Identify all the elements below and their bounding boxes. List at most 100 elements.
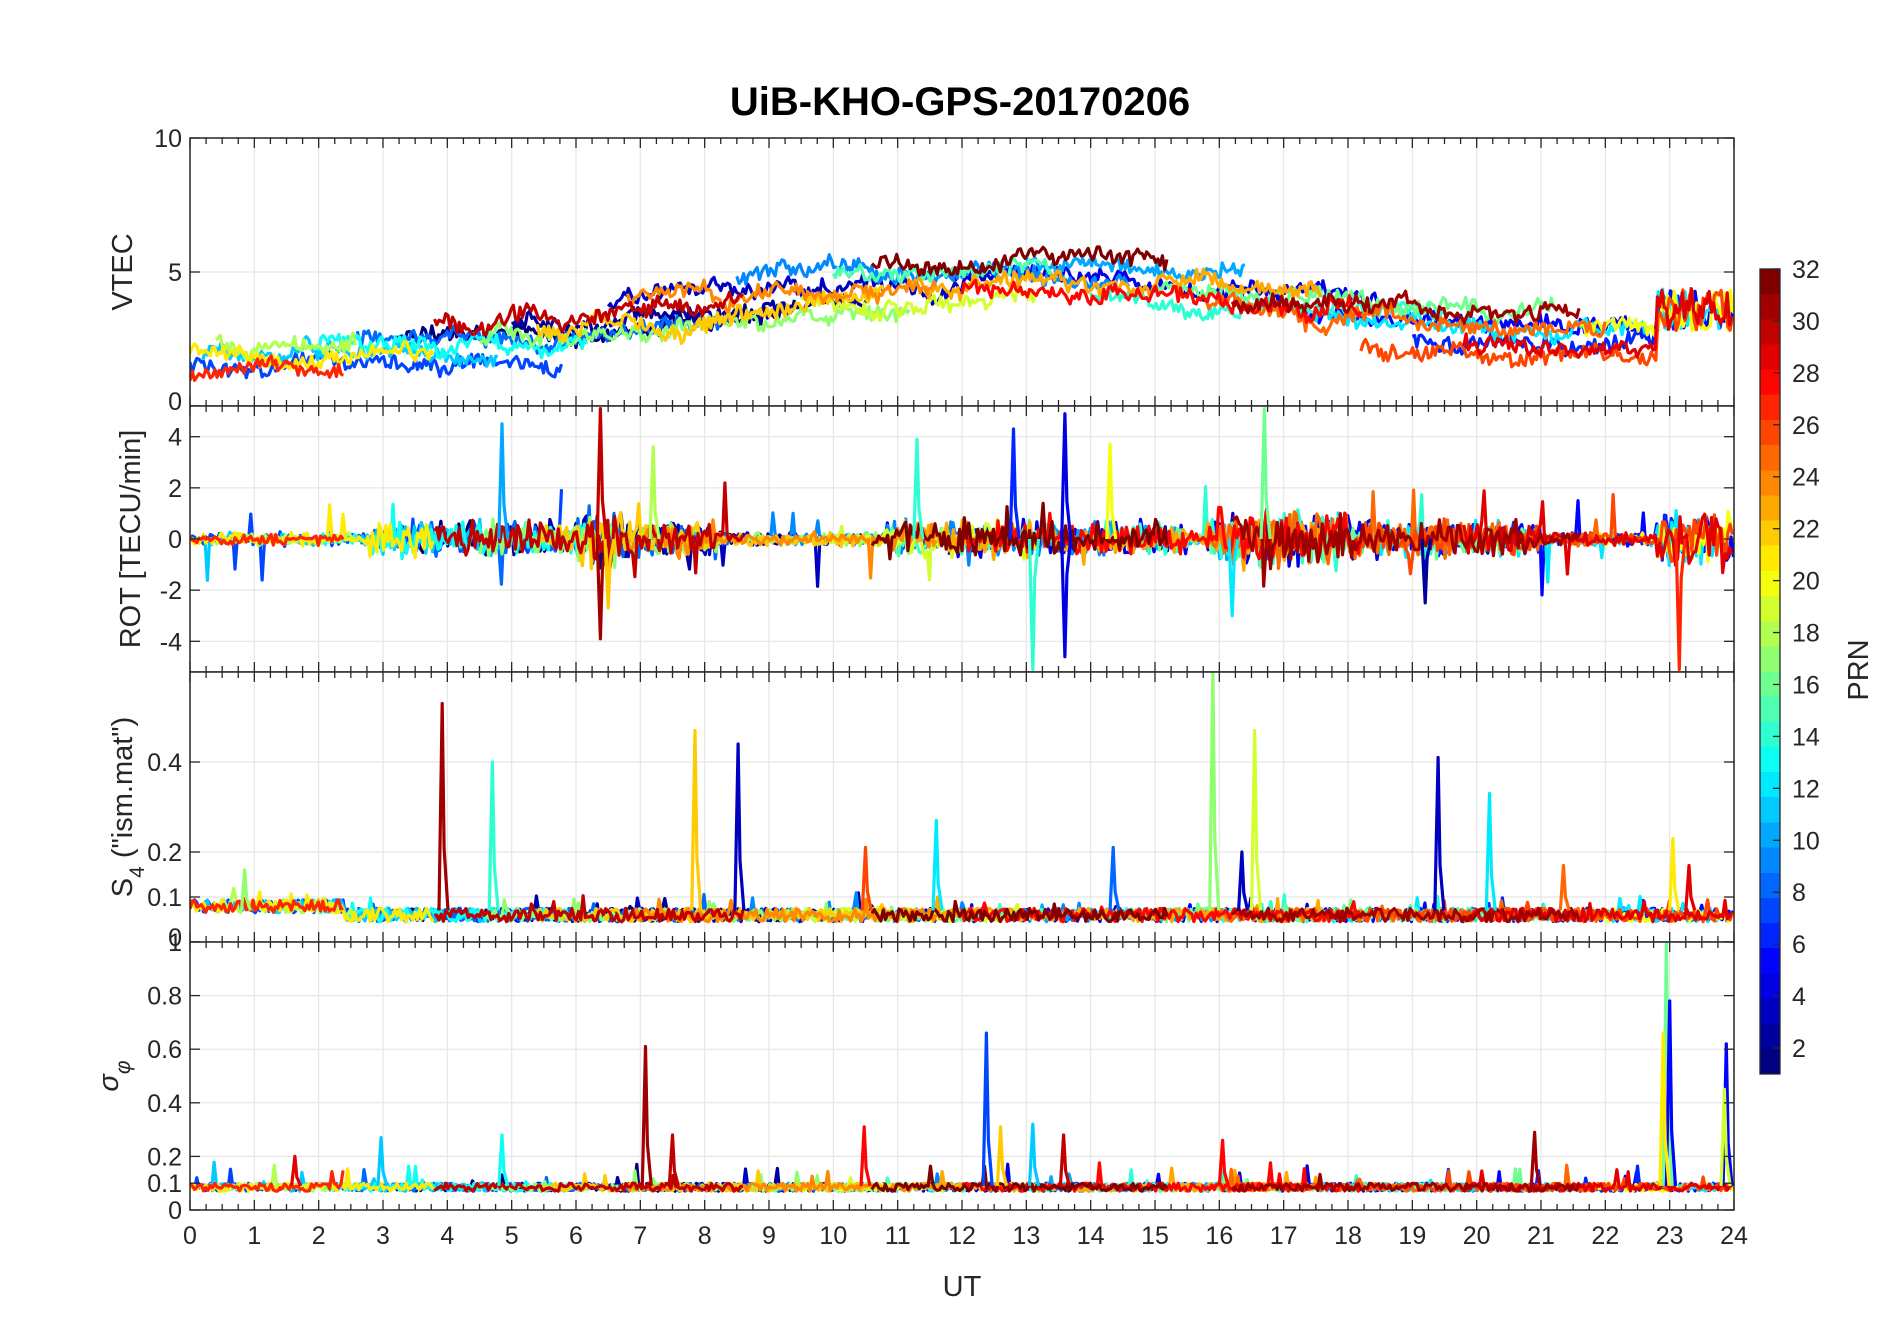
- sigma-y-tick-label: 0.6: [147, 1036, 182, 1064]
- s4-y-tick-label: 0: [168, 924, 182, 952]
- sigma-series-prn-32: [870, 1164, 1169, 1193]
- x-tick-label: 4: [440, 1222, 454, 1250]
- s4-spike-prn-3: [733, 742, 746, 911]
- colorbar-tick-label: 4: [1792, 983, 1806, 1011]
- sigma-y-tick-label: 0.8: [147, 983, 182, 1011]
- s4-spike-prn-31: [437, 701, 450, 911]
- sigma-y-tick-label: 0.1: [147, 1170, 182, 1198]
- s4-spike-prn-3: [1433, 755, 1446, 911]
- x-tick-label: 10: [819, 1222, 847, 1250]
- vtec-series-prn-30: [433, 290, 744, 337]
- sigma-y-tick-label: 0.2: [147, 1143, 182, 1171]
- s4-series-prn-31: [1231, 906, 1581, 924]
- sigma-spike-prn-28: [1217, 1138, 1230, 1187]
- sigma-y-axis-label-sub: φ: [112, 1060, 135, 1074]
- x-tick-label: 8: [698, 1222, 712, 1250]
- sigma-spike-prn-11: [1027, 1122, 1041, 1187]
- x-axis-label: UT: [943, 1271, 982, 1303]
- sigma-series-prn-30: [433, 1173, 744, 1193]
- x-tick-label: 24: [1720, 1222, 1748, 1250]
- s4-y-axis-label-sub: 4: [126, 866, 149, 878]
- s4-series-prn-30: [434, 894, 745, 924]
- sigma-y-tick-label: 1: [168, 929, 182, 957]
- sigma-spike-prn-31: [1529, 1130, 1542, 1187]
- sigma-spike-prn-30: [1058, 1133, 1071, 1187]
- sigma-series-prn-29: [1463, 1168, 1733, 1193]
- vtec-series-prn-29: [1462, 287, 1734, 359]
- x-tick-label: 16: [1205, 1222, 1233, 1250]
- colorbar-tick-label: 28: [1792, 360, 1820, 388]
- colorbar-tick-label: 20: [1792, 568, 1820, 596]
- colorbar-tick-label: 32: [1792, 256, 1820, 284]
- colorbar-tick-label: 12: [1792, 775, 1820, 803]
- vtec-series-prn-15: [831, 256, 1053, 285]
- sigma-spike-prn-5: [1664, 999, 1678, 1187]
- rot-y-tick-label: 4: [168, 424, 182, 452]
- rot-spike-prn-6: [1008, 427, 1021, 540]
- vtec-series-prn-13: [317, 330, 589, 360]
- x-tick-label: 18: [1334, 1222, 1362, 1250]
- sigma-series-prn-27: [190, 1169, 345, 1193]
- s4-spike-prn-8: [1108, 845, 1121, 911]
- vtec-y-tick-label: 5: [168, 259, 182, 287]
- colorbar-tick-label: 18: [1792, 620, 1820, 648]
- x-tick-label: 3: [376, 1222, 390, 1250]
- colorbar-tick-label: 22: [1792, 516, 1820, 544]
- s4-y-axis-label-main: S: [107, 878, 139, 897]
- colorbar-tick-label: 30: [1792, 308, 1820, 336]
- rot-y-axis-label: ROT [TECU/min]: [115, 430, 147, 649]
- x-tick-label: 22: [1591, 1222, 1619, 1250]
- s4-spike-prn-17: [239, 868, 253, 911]
- rot-series-prn-30: [433, 481, 745, 579]
- x-tick-label: 12: [948, 1222, 976, 1250]
- s4-y-axis-label: S4 ("ism.mat"): [107, 717, 149, 898]
- vtec-series-prn-25: [1204, 291, 1607, 339]
- s4-spike-prn-22: [690, 728, 703, 911]
- rot-spike-prn-16: [1259, 407, 1272, 540]
- colorbar-tick-label: 8: [1792, 879, 1806, 907]
- rot-series-prn-27: [190, 532, 345, 548]
- sigma-spike-prn-19: [1719, 1087, 1732, 1187]
- rot-spike-prn-27: [1674, 538, 1687, 672]
- rot-y-tick-label: 0: [168, 526, 182, 554]
- colorbar-bar: [1759, 268, 1781, 1075]
- x-tick-label: 23: [1656, 1222, 1684, 1250]
- vtec-series-prn-19: [799, 283, 1039, 323]
- vtec-x-ticks: [189, 138, 1735, 406]
- rot-x-ticks: [189, 406, 1735, 672]
- rot-spike-prn-14: [1027, 538, 1041, 672]
- colorbar-tick-label: 2: [1792, 1035, 1806, 1063]
- vtec-series-prn-23: [908, 267, 1322, 302]
- vtec-series-prn-31: [1230, 289, 1581, 325]
- vtec-series-prn-10: [1024, 253, 1246, 282]
- rot-series-prn-29: [1462, 489, 1734, 576]
- rot-spike-prn-20: [1105, 442, 1118, 540]
- vtec-y-tick-label: 10: [154, 125, 182, 153]
- sigma-spike-prn-28: [859, 1125, 872, 1187]
- sigma-series: [190, 942, 1734, 1193]
- vtec-series-prn-18: [215, 331, 357, 361]
- x-tick-label: 7: [633, 1222, 647, 1250]
- vtec-series-prn-27: [190, 354, 345, 382]
- rot-spike-prn-2: [1420, 538, 1433, 605]
- sigma-spike-prn-31: [640, 1044, 653, 1187]
- panel-rot: -4 -2 0 2 4 ROT [TECU/min]: [115, 405, 1735, 673]
- rot-y-tick-label: -4: [160, 628, 182, 656]
- colorbar-tick-label: 10: [1792, 827, 1820, 855]
- s4-spike-prn-29: [1684, 863, 1697, 911]
- vtec-y-tick-label: 0: [168, 388, 182, 416]
- colorbar-tick-label: 14: [1792, 723, 1820, 751]
- sigma-y-tick-label: 0.4: [147, 1090, 182, 1118]
- x-tick-label: 2: [312, 1222, 326, 1250]
- vtec-series-prn-24: [625, 278, 938, 313]
- colorbar-tick-label: 16: [1792, 671, 1820, 699]
- panel-s4: 00.10.20.4S4 ("ism.mat"): [107, 671, 1735, 952]
- x-tick-label: 5: [505, 1222, 519, 1250]
- x-tick-label: 15: [1141, 1222, 1169, 1250]
- x-tick-label: 6: [569, 1222, 583, 1250]
- sigma-spike-prn-30: [667, 1133, 680, 1187]
